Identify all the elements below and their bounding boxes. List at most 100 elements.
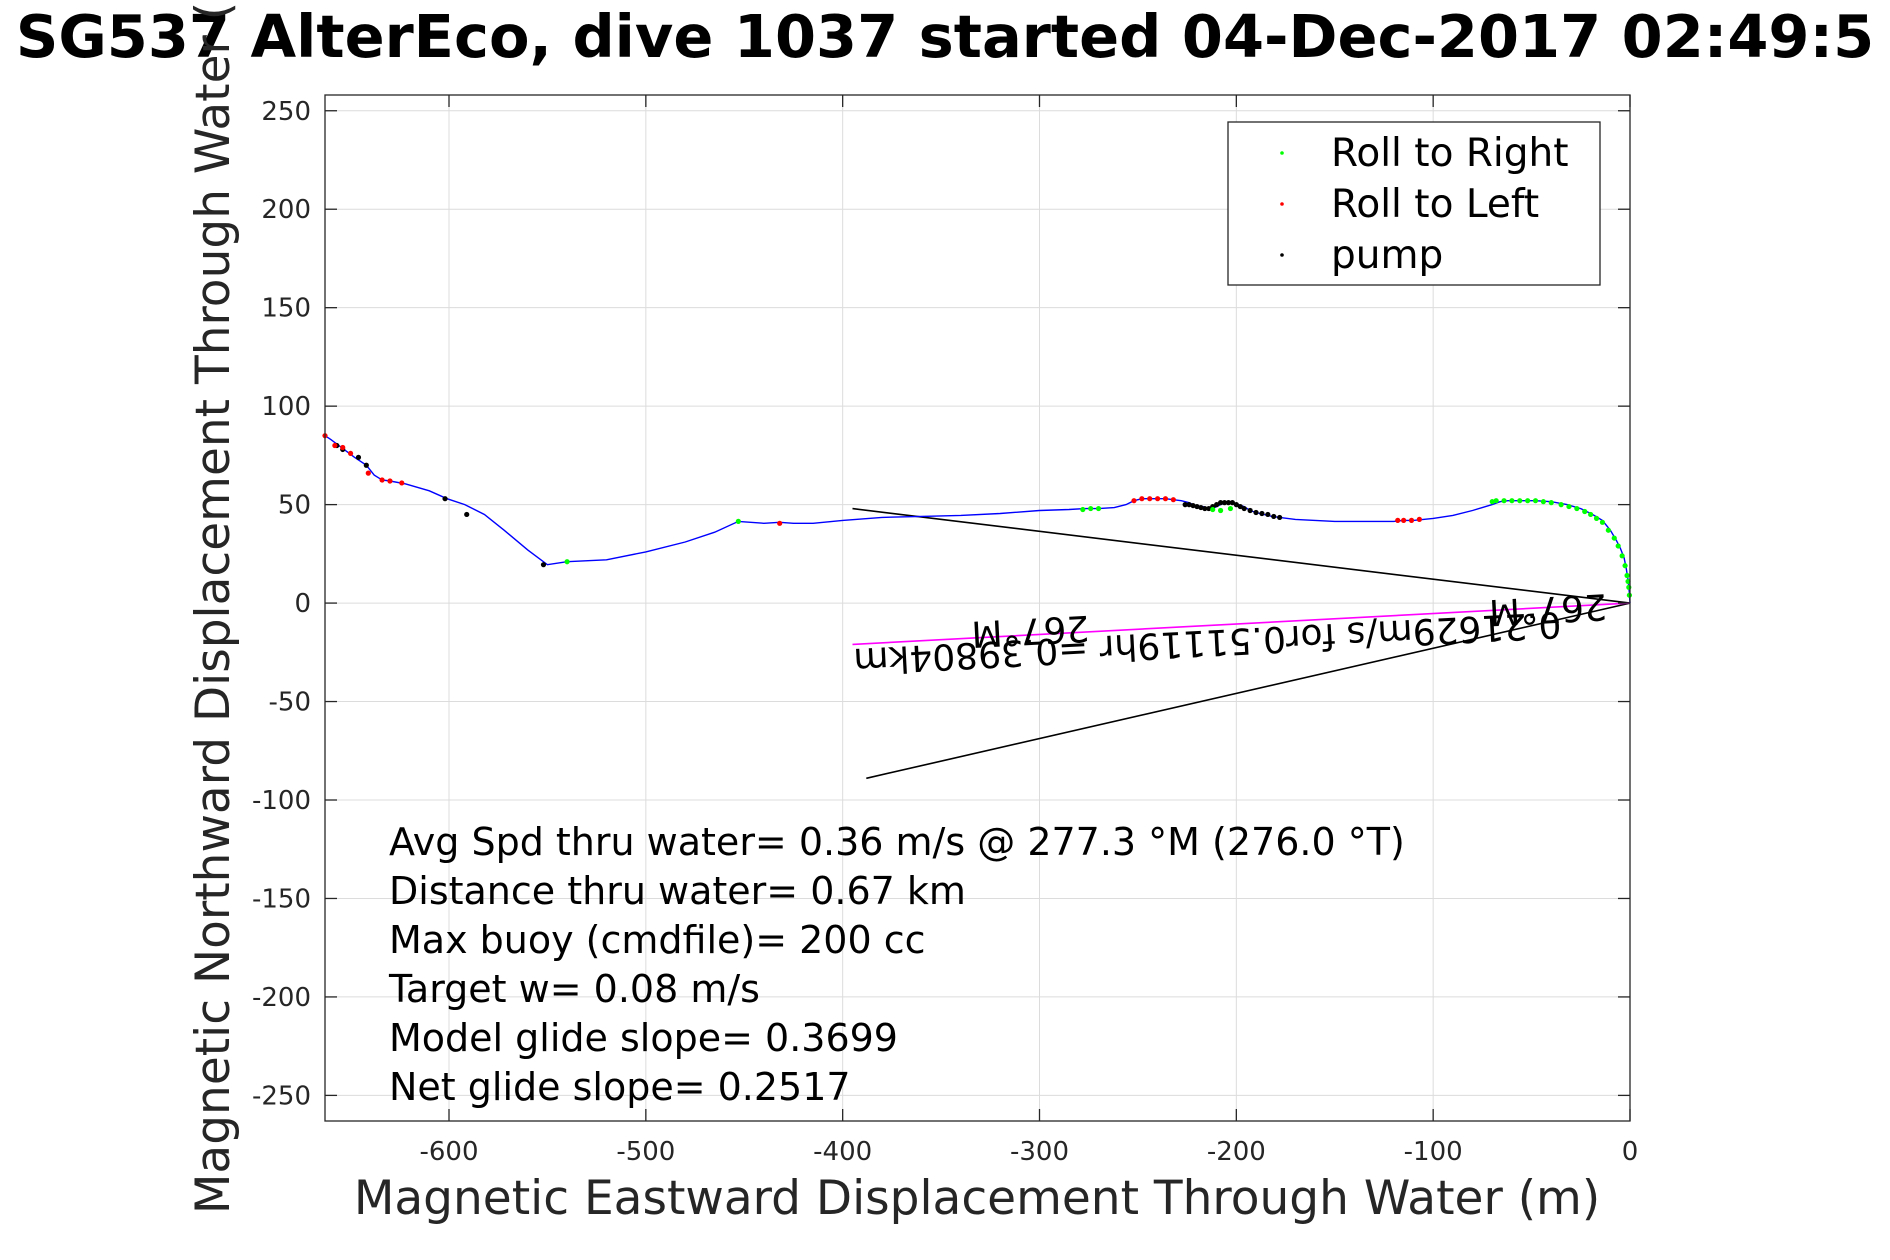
heading-line xyxy=(852,507,1631,604)
roll-right-point xyxy=(564,559,570,565)
x-tick-label: -500 xyxy=(616,1137,675,1167)
roll-right-point xyxy=(1599,519,1606,525)
x-axis-label: Magnetic Eastward Displacement Through W… xyxy=(354,1171,1600,1226)
legend-label-roll-left: Roll to Left xyxy=(1331,182,1539,227)
roll-right-point xyxy=(1517,498,1523,504)
y-tick-label: 200 xyxy=(261,195,311,225)
rotated-label: 267°M xyxy=(1488,585,1608,632)
roll-right-point xyxy=(1588,511,1594,518)
pump-point xyxy=(1253,509,1259,516)
pump-point xyxy=(1265,511,1271,518)
pump-point xyxy=(1202,505,1208,512)
pump-point xyxy=(1241,505,1247,512)
annotation-line: Net glide slope= 0.2517 xyxy=(389,1065,851,1109)
pump-point xyxy=(1186,502,1192,508)
roll-left-point xyxy=(1416,516,1422,522)
roll-left-point xyxy=(347,450,354,457)
roll-right-point xyxy=(1532,498,1539,504)
pump-point xyxy=(1277,514,1283,521)
legend-label-roll-right: Roll to Right xyxy=(1331,131,1569,176)
y-tick-label: -100 xyxy=(252,786,311,816)
ticks: -600 -500 -400 -300 -200 -100 0250200150100500… xyxy=(252,95,1638,1167)
pump-point xyxy=(1221,500,1228,506)
pump-point xyxy=(1271,513,1277,520)
roll-right-point xyxy=(1493,498,1499,504)
roll-right-point xyxy=(1622,563,1628,569)
pump-point xyxy=(1229,500,1235,506)
roll-right-point xyxy=(1619,553,1625,559)
roll-right-point xyxy=(1605,527,1611,533)
roll-left-point xyxy=(1401,517,1407,523)
roll-left-point xyxy=(387,478,393,484)
pump-point xyxy=(355,454,362,460)
roll-right-point xyxy=(1558,502,1564,508)
x-tick-label: -100 xyxy=(1404,1137,1463,1167)
roll-left-point xyxy=(1155,496,1161,502)
x-tick-label: -400 xyxy=(813,1137,872,1167)
pump-point xyxy=(1190,502,1196,509)
legend-label-pump: pump xyxy=(1331,233,1443,278)
annotation-line: Model glide slope= 0.3699 xyxy=(389,1016,898,1060)
roll-right-point xyxy=(1548,500,1554,506)
y-tick-label: 50 xyxy=(278,491,311,521)
roll-left-point xyxy=(399,480,405,486)
y-tick-label: 100 xyxy=(261,392,311,422)
y-tick-label: 0 xyxy=(294,589,311,619)
x-tick-label: 0 xyxy=(1622,1137,1639,1167)
pump-point xyxy=(442,496,448,502)
current-vector-line xyxy=(852,602,1631,646)
roll-right-point xyxy=(1525,498,1531,504)
pump-point xyxy=(1194,503,1200,510)
annotation-line: Avg Spd thru water= 0.36 m/s @ 277.3 °M … xyxy=(389,820,1405,864)
y-tick-label: -150 xyxy=(252,884,311,914)
roll-right-point xyxy=(1509,498,1515,504)
roll-right-point xyxy=(1227,505,1234,512)
pump-point xyxy=(1198,504,1204,511)
roll-left-point xyxy=(340,444,346,451)
annotation-line: Max buoy (cmdfile)= 200 cc xyxy=(389,918,926,962)
roll-left-point xyxy=(1162,496,1169,502)
roll-right-point xyxy=(1088,505,1094,512)
roll-right-point xyxy=(1574,505,1580,512)
roll-right-point xyxy=(1489,499,1495,505)
legend-marker-roll-left xyxy=(1280,202,1284,206)
roll-left-point xyxy=(1408,517,1415,523)
pump-point xyxy=(1259,510,1265,517)
heading-line xyxy=(866,602,1631,780)
annotation-line: Distance thru water= 0.67 km xyxy=(389,869,966,913)
rotated-label: 0.21629m/s for0.51119hr =0.39804km xyxy=(852,603,1562,681)
pump-point xyxy=(363,462,369,468)
roll-left-point xyxy=(1147,496,1153,502)
pump-point xyxy=(1217,500,1224,506)
y-tick-label: 150 xyxy=(261,294,311,324)
plot-frame xyxy=(324,94,1631,1122)
legend-marker-roll-right xyxy=(1280,151,1284,155)
roll-right-point xyxy=(1624,572,1630,579)
roll-left-point xyxy=(1131,498,1137,504)
plot-points xyxy=(322,433,1633,598)
x-tick-label: -300 xyxy=(1010,1137,1069,1167)
roll-right-point xyxy=(1625,578,1631,585)
annotation-line: Target w= 0.08 m/s xyxy=(388,967,760,1011)
pump-point xyxy=(1182,502,1188,508)
x-tick-label: -600 xyxy=(419,1137,478,1167)
pump-point xyxy=(464,511,470,518)
x-tick-label: -200 xyxy=(1207,1137,1266,1167)
roll-right-point xyxy=(1611,535,1617,541)
roll-left-point xyxy=(1139,496,1145,502)
legend: Roll to Right Roll to Left pump xyxy=(1227,121,1601,286)
annotations: Avg Spd thru water= 0.36 m/s @ 277.3 °M … xyxy=(388,820,1405,1109)
roll-right-point xyxy=(1080,506,1086,513)
roll-right-point xyxy=(1210,506,1216,513)
chart-title: SG537 AlterEco, dive 1037 started 04-Dec… xyxy=(16,2,1874,71)
rotated-labels: 267°M0.21629m/s for0.51119hr =0.39804km2… xyxy=(852,585,1607,681)
pump-point xyxy=(540,562,547,568)
roll-left-point xyxy=(332,442,338,449)
roll-right-point xyxy=(1615,543,1621,549)
y-axis-label: Magnetic Northward Displacement Through … xyxy=(186,2,241,1214)
rotated-label: 267°M xyxy=(970,607,1090,654)
roll-right-point xyxy=(1593,515,1600,521)
plot-lines xyxy=(324,435,1631,780)
pump-point xyxy=(1214,502,1220,508)
